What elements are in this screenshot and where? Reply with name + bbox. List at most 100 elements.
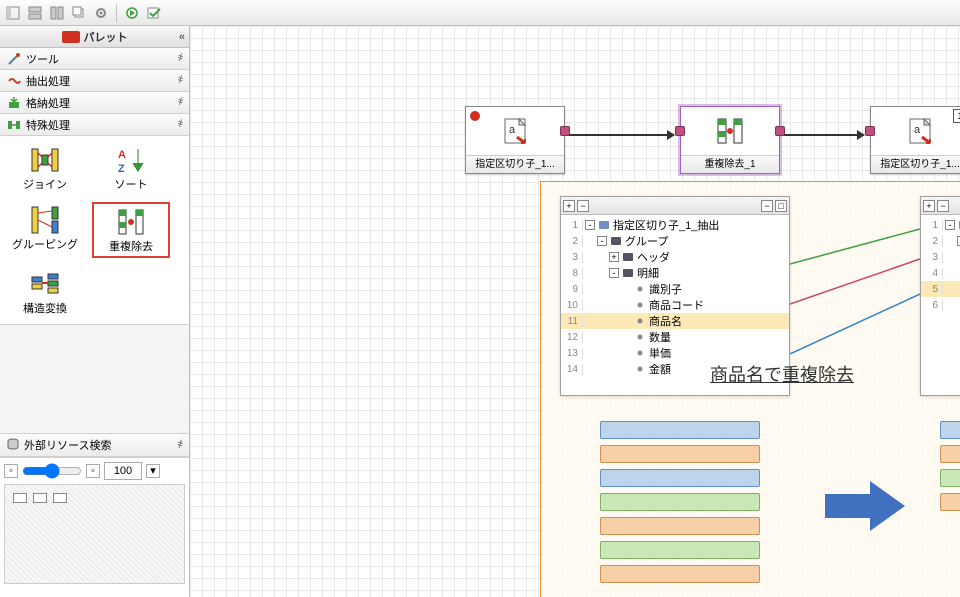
tb-layout-icon[interactable] — [4, 4, 22, 22]
tree-item-icon — [609, 235, 623, 247]
data-bar — [940, 421, 960, 439]
line-number: 2 — [563, 236, 583, 247]
data-bar — [600, 517, 760, 535]
palette-title: パレット — [84, 29, 128, 45]
tree-label: 金額 — [649, 361, 671, 377]
tree-row[interactable]: 2 - グループ — [561, 233, 789, 249]
data-bar — [600, 445, 760, 463]
line-number: 3 — [563, 252, 583, 263]
tree-toggle-icon[interactable]: - — [597, 236, 607, 246]
data-bar — [600, 421, 760, 439]
external-resource-search[interactable]: 外部リソース検索 ҂ — [0, 433, 189, 457]
tb-copy-icon[interactable] — [70, 4, 88, 22]
tree-item-icon — [633, 363, 647, 375]
expand-all-icon[interactable]: + — [923, 200, 935, 212]
expand-icon: ҂ — [178, 53, 183, 64]
tree-label: ヘッダ — [637, 249, 670, 265]
flow-node[interactable]: a指定区切り子_1... — [465, 106, 565, 174]
data-bar — [940, 469, 960, 487]
zoom-dropdown-icon[interactable]: ▾ — [146, 464, 160, 478]
tree-toggle-icon[interactable]: - — [945, 220, 955, 230]
flow-canvas[interactable]: a指定区切り子_1...重複除去_11a指定区切り子_1... + − − □ … — [190, 26, 960, 597]
tree-item-icon — [633, 299, 647, 311]
tree-row[interactable]: 11 商品名 — [561, 313, 789, 329]
category-tools[interactable]: ツール ҂ — [0, 48, 189, 70]
tree-row[interactable]: 8-明細 — [561, 265, 789, 281]
zoom-slider[interactable] — [22, 463, 82, 479]
transform-arrow-icon — [820, 476, 910, 536]
item-struct[interactable]: 構造変換 — [6, 266, 84, 318]
tree-row[interactable]: 12数量 — [561, 329, 789, 345]
tree-row[interactable]: 6選択キー — [921, 297, 960, 313]
collapse-all-icon[interactable]: − — [577, 200, 589, 212]
minimize-icon[interactable]: − — [761, 200, 773, 212]
toolbar-separator — [116, 4, 117, 22]
tree-toggle-icon[interactable]: - — [585, 220, 595, 230]
input-port[interactable] — [675, 126, 685, 136]
line-number: 3 — [923, 252, 943, 263]
tree-label: 識別子 — [649, 281, 682, 297]
tb-vsplit-icon[interactable] — [48, 4, 66, 22]
item-sort[interactable]: AZ ソート — [92, 142, 170, 194]
item-join[interactable]: ジョイン — [6, 142, 84, 194]
tree-label: 商品名 — [649, 313, 682, 329]
tree-row[interactable]: 3 + ヘッダ — [561, 249, 789, 265]
minimap-view[interactable] — [4, 484, 185, 584]
tree-row[interactable]: 9識別子 — [561, 281, 789, 297]
connection[interactable] — [780, 134, 864, 136]
tree-row[interactable]: 1-指定区切り子_1_抽出 — [561, 217, 789, 233]
palette-icon — [62, 31, 80, 43]
tree-item-icon — [621, 251, 635, 263]
grouping-icon — [29, 204, 61, 236]
flow-node[interactable]: 1a指定区切り子_1... — [870, 106, 960, 174]
output-port[interactable] — [560, 126, 570, 136]
tb-hsplit-icon[interactable] — [26, 4, 44, 22]
category-store[interactable]: 格納処理 ҂ — [0, 92, 189, 114]
tree-item-icon — [633, 331, 647, 343]
collapse-all-icon[interactable]: − — [937, 200, 949, 212]
zoom-out-icon[interactable]: ◦ — [4, 464, 18, 478]
line-number: 5 — [923, 284, 943, 295]
tree-label: 単価 — [649, 345, 671, 361]
dedupe-icon — [115, 206, 147, 238]
maximize-icon[interactable]: □ — [775, 200, 787, 212]
tree-item-icon — [597, 219, 611, 231]
item-dedupe[interactable]: 重複除去 — [92, 202, 170, 258]
tree-row[interactable]: 3-対象 — [921, 249, 960, 265]
tree-row[interactable]: 5キー_1 — [921, 281, 960, 297]
tools-icon — [6, 51, 22, 67]
tree-row[interactable]: 1-重複除去_1 — [921, 217, 960, 233]
expand-icon: ҂ — [178, 97, 183, 108]
tree-label: グループ — [625, 233, 668, 249]
line-number: 10 — [563, 300, 583, 311]
tree-item-icon — [633, 283, 647, 295]
zoom-in-icon[interactable]: ◦ — [86, 464, 100, 478]
tb-check-icon[interactable] — [145, 4, 163, 22]
tree-toggle-icon[interactable]: + — [609, 252, 619, 262]
connection[interactable] — [565, 134, 674, 136]
tree-row[interactable]: 2-範囲 — [921, 233, 960, 249]
flow-node[interactable]: 重複除去_1 — [680, 106, 780, 174]
svg-text:A: A — [118, 149, 126, 161]
zoom-value: 100 — [104, 462, 142, 480]
tree-row[interactable]: 13単価 — [561, 345, 789, 361]
item-grouping[interactable]: グルーピング — [6, 202, 84, 258]
category-extract[interactable]: 抽出処理 ҂ — [0, 70, 189, 92]
tree-row[interactable]: 4-判定キー — [921, 265, 960, 281]
data-bar — [940, 493, 960, 511]
tree-toggle-icon[interactable]: - — [609, 268, 619, 278]
expand-icon: ҂ — [177, 439, 183, 451]
tb-run-icon[interactable] — [123, 4, 141, 22]
collapse-palette-icon[interactable]: « — [179, 31, 185, 43]
output-port[interactable] — [775, 126, 785, 136]
extract-icon — [6, 73, 22, 89]
special-items: ジョイン AZ ソート グルーピング 重複除去 構造変換 — [0, 136, 189, 325]
tree-row[interactable]: 10 商品コード — [561, 297, 789, 313]
category-special[interactable]: 特殊処理 ҂ — [0, 114, 189, 136]
line-number: 11 — [563, 316, 583, 327]
expand-all-icon[interactable]: + — [563, 200, 575, 212]
tree-label: 商品コード — [649, 297, 704, 313]
input-port[interactable] — [865, 126, 875, 136]
tb-gear-icon[interactable] — [92, 4, 110, 22]
svg-text:a: a — [509, 124, 516, 136]
